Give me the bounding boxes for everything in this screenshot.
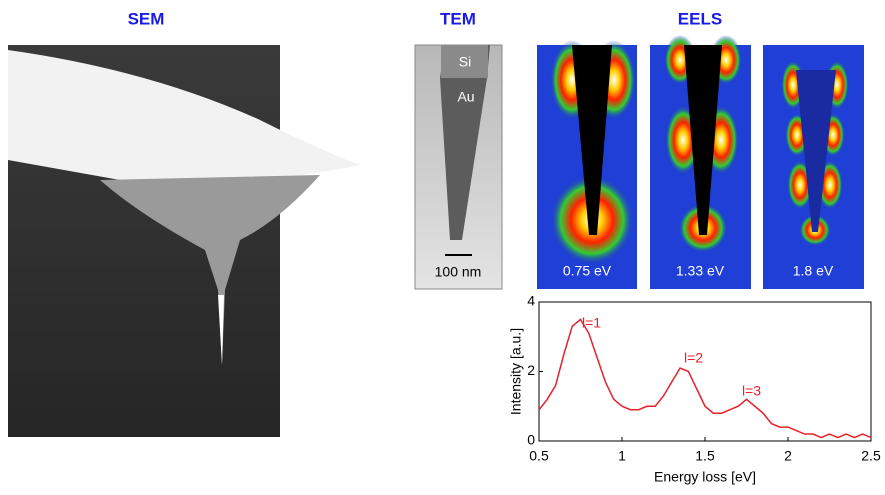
energy-label: 1.8 eV: [793, 263, 834, 279]
peak-label: l=2: [684, 350, 703, 366]
x-tick-label: 2: [784, 448, 792, 464]
panel-title: TEM: [440, 9, 476, 28]
x-tick-label: 0.5: [529, 448, 549, 464]
panel-title: SEM: [128, 9, 165, 28]
page: SEM TEM EELS Si Au 100 nm 0.75 eV 1.33 eV…: [0, 0, 885, 495]
energy-label: 0.75 eV: [563, 263, 612, 279]
x-tick-label: 1: [618, 448, 626, 464]
x-tick-label: 2.5: [861, 448, 881, 464]
energy-label: 1.33 eV: [676, 263, 725, 279]
tem-image: Si Au 100 nm: [415, 45, 502, 289]
scale-bar-label: 100 nm: [435, 264, 482, 280]
peak-label: l=3: [742, 383, 761, 399]
eels-maps: [537, 35, 864, 289]
y-axis-label: Intensity [a.u.]: [508, 328, 524, 415]
sem-image: [8, 45, 360, 437]
tem-label: Au: [457, 89, 474, 105]
tem-label: Si: [459, 54, 471, 70]
y-tick-label: 0: [527, 432, 535, 448]
y-tick-label: 4: [527, 293, 535, 309]
figure: SEM TEM EELS Si Au 100 nm 0.75 eV 1.33 eV…: [0, 0, 885, 490]
panel-title: EELS: [678, 9, 722, 28]
peak-label: l=1: [582, 315, 601, 331]
y-tick-label: 2: [527, 362, 535, 378]
x-tick-label: 1.5: [695, 448, 715, 464]
x-axis-label: Energy loss [eV]: [654, 469, 756, 485]
spectrum-line: [539, 319, 871, 437]
